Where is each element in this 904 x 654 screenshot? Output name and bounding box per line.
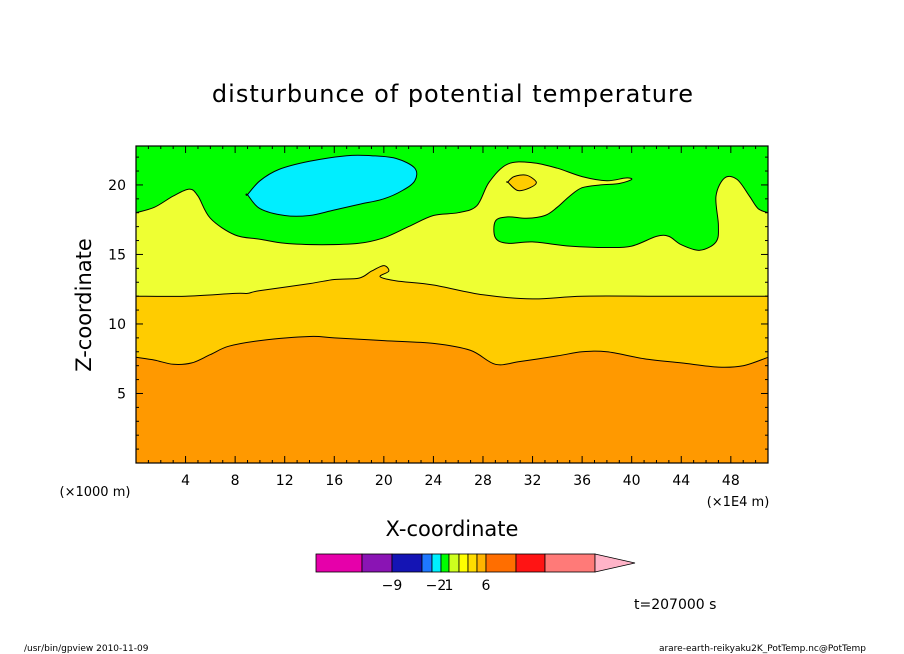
- contour-line-orange: [135, 335, 769, 368]
- contour-line-cyan: [245, 154, 418, 217]
- x-tick-label: 48: [722, 473, 740, 489]
- x-unit-right: (×1E4 m): [707, 495, 770, 510]
- x-tick-label: 24: [424, 473, 442, 489]
- colorbar-label: −9: [382, 578, 403, 594]
- x-tick-label: 28: [474, 473, 492, 489]
- y-axis-label: Z-coordinate: [72, 238, 96, 372]
- colorbar-swatch: [440, 553, 450, 573]
- colorbar-swatch: [515, 553, 546, 573]
- x-unit-left: (×1000 m): [60, 485, 131, 500]
- x-tick-label: 36: [573, 473, 591, 489]
- y-tick-label: 5: [117, 386, 126, 402]
- colorbar: [315, 553, 636, 573]
- x-tick-label: 44: [672, 473, 690, 489]
- x-axis-ticks: 4 8 12 16 20 24 28 32 36 40 44 48: [147, 146, 757, 489]
- colorbar-swatch: [391, 553, 423, 573]
- x-tick-label: 8: [231, 473, 240, 489]
- x-axis-label: X-coordinate: [386, 517, 519, 541]
- y-axis-ticks: 5 10 15 20: [108, 156, 768, 450]
- y-tick-label: 10: [108, 317, 126, 333]
- colorbar-swatch: [467, 553, 478, 573]
- band-light-orange-island: [506, 174, 537, 191]
- colorbar-swatch: [361, 553, 393, 573]
- colorbar-swatch: [485, 553, 517, 573]
- contour-line-light-orange: [135, 265, 769, 300]
- x-tick-label: 12: [276, 473, 294, 489]
- footer-left: /usr/bin/gpview 2010-11-09: [24, 644, 149, 654]
- time-label: t=207000 s: [634, 597, 716, 613]
- colorbar-extension-arrow: [594, 553, 636, 573]
- y-tick-label: 15: [108, 247, 126, 263]
- colorbar-swatch: [315, 553, 363, 573]
- contour-line-island: [506, 174, 537, 192]
- contour-line-green: [135, 161, 769, 251]
- y-tick-label: 20: [108, 178, 126, 194]
- contour-lines: [135, 154, 769, 368]
- x-tick-label: 4: [181, 473, 190, 489]
- footer-right: arare-earth-reikyaku2K_PotTemp.nc@PotTem…: [659, 644, 866, 654]
- plot-area: [136, 146, 768, 463]
- colorbar-swatch: [458, 553, 469, 573]
- colorbar-label: −2: [426, 578, 447, 594]
- colorbar-labels: −9 −21 6: [382, 578, 491, 594]
- colorbar-swatch: [421, 553, 433, 573]
- colorbar-label: 6: [482, 578, 491, 594]
- colorbar-swatch: [476, 553, 487, 573]
- x-tick-label: 40: [623, 473, 641, 489]
- chart-title: disturbunce of potential temperature: [212, 80, 694, 108]
- plot-frame: [135, 145, 769, 464]
- colorbar-swatch: [544, 553, 596, 573]
- colorbar-swatch: [448, 553, 460, 573]
- colorbar-label: 1: [445, 578, 454, 594]
- colorbar-swatch: [431, 553, 442, 573]
- x-tick-label: 20: [375, 473, 393, 489]
- x-tick-label: 16: [325, 473, 343, 489]
- x-tick-label: 32: [524, 473, 542, 489]
